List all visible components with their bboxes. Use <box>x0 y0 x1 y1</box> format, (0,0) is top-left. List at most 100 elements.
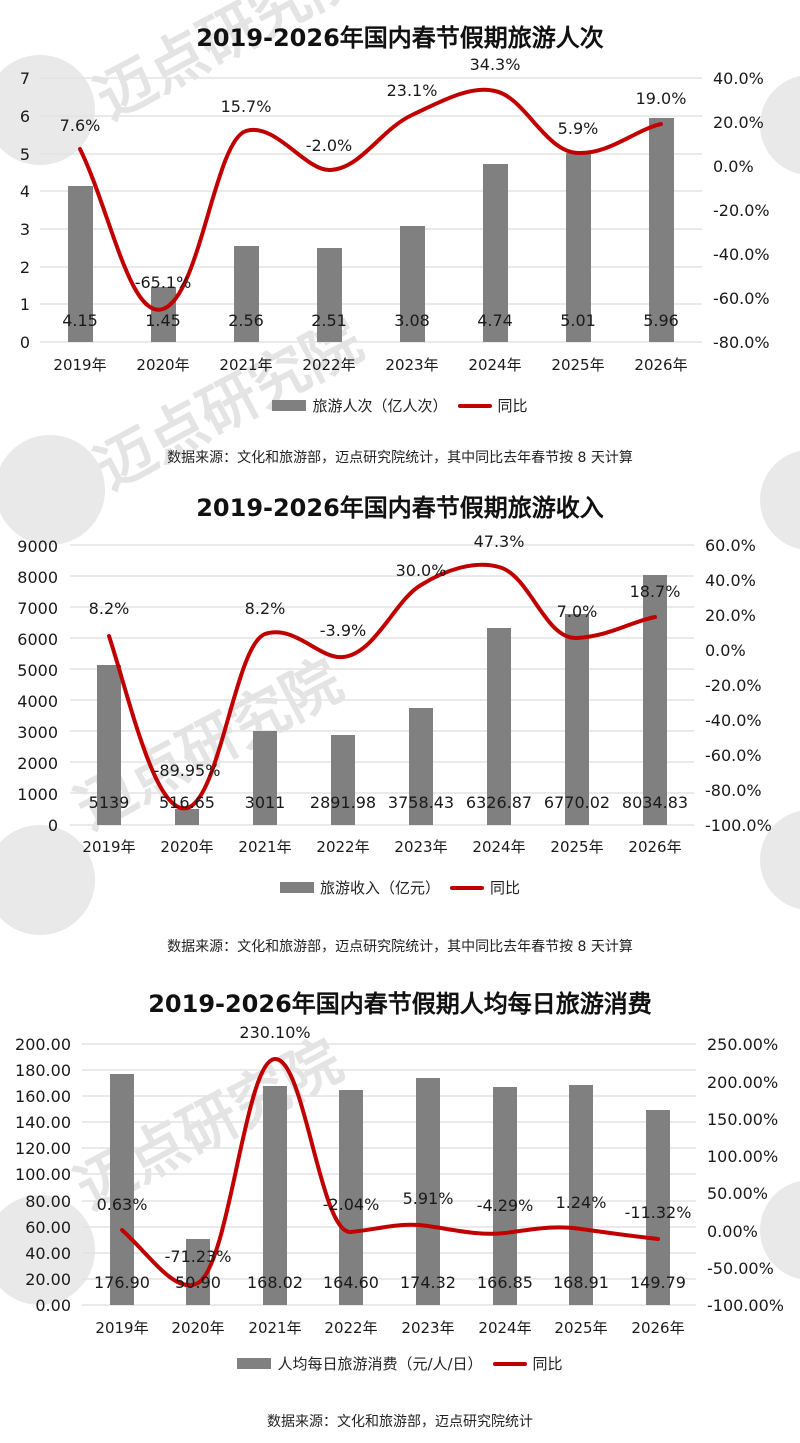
svg-text:80.00: 80.00 <box>25 1192 71 1211</box>
svg-text:60.0%: 60.0% <box>705 536 756 555</box>
legend-line-label: 同比 <box>532 1355 563 1373</box>
svg-text:140.00: 140.00 <box>15 1113 71 1132</box>
svg-text:-3.9%: -3.9% <box>320 621 366 640</box>
svg-text:5.91%: 5.91% <box>403 1189 454 1208</box>
svg-text:149.79: 149.79 <box>630 1273 686 1292</box>
svg-text:2020年: 2020年 <box>160 838 213 856</box>
svg-text:50.90: 50.90 <box>175 1273 221 1292</box>
line-value-labels: 7.6% -65.1% 15.7% -2.0% 23.1% 34.3% 5.9%… <box>60 55 687 292</box>
svg-text:1.24%: 1.24% <box>556 1193 607 1212</box>
bar-series <box>68 118 674 342</box>
legend-bar-swatch-icon <box>237 1358 272 1369</box>
svg-text:0.00: 0.00 <box>35 1296 71 1315</box>
legend-bar-label: 旅游收入（亿元） <box>319 879 440 897</box>
svg-text:30.0%: 30.0% <box>396 561 447 580</box>
svg-text:250.00%: 250.00% <box>707 1035 778 1054</box>
right-axis: -100.00% -50.00% 0.00% 50.00% 100.00% 15… <box>707 1035 784 1315</box>
yoy-line <box>107 562 657 811</box>
svg-text:2019年: 2019年 <box>95 1319 148 1337</box>
bar-2023 <box>416 1078 440 1305</box>
gridlines <box>82 1043 696 1306</box>
svg-text:0.0%: 0.0% <box>705 641 746 660</box>
legend-line-label: 同比 <box>497 397 528 415</box>
legend-bar-label: 人均每日旅游消费（元/人/日） <box>277 1355 483 1373</box>
svg-text:150.00%: 150.00% <box>707 1110 778 1129</box>
svg-text:5.9%: 5.9% <box>558 119 599 138</box>
svg-text:-89.95%: -89.95% <box>154 761 221 780</box>
svg-text:40.0%: 40.0% <box>705 571 756 590</box>
svg-text:164.60: 164.60 <box>323 1273 379 1292</box>
chart-legend: 人均每日旅游消费（元/人/日） 同比 <box>0 1353 800 1374</box>
svg-text:7000: 7000 <box>17 599 58 618</box>
svg-text:5.01: 5.01 <box>560 311 596 330</box>
svg-text:6326.87: 6326.87 <box>466 793 532 812</box>
bar-2026 <box>649 118 674 342</box>
svg-text:4: 4 <box>20 182 30 201</box>
svg-text:0.63%: 0.63% <box>97 1195 148 1214</box>
data-source-note: 数据来源：文化和旅游部，迈点研究院统计 <box>267 1414 533 1430</box>
legend-bar-label: 旅游人次（亿人次） <box>312 397 448 415</box>
svg-text:2023年: 2023年 <box>401 1319 454 1337</box>
gridlines <box>70 544 694 826</box>
svg-text:-100.0%: -100.0% <box>705 816 772 835</box>
svg-text:2020年: 2020年 <box>171 1319 224 1337</box>
svg-text:4.15: 4.15 <box>62 311 98 330</box>
data-source-note: 数据来源：文化和旅游部，迈点研究院统计，其中同比去年春节按 8 天计算 <box>167 939 633 955</box>
svg-text:100.00%: 100.00% <box>707 1147 778 1166</box>
svg-text:4.74: 4.74 <box>477 311 513 330</box>
svg-text:2891.98: 2891.98 <box>310 793 376 812</box>
svg-text:-2.04%: -2.04% <box>323 1195 380 1214</box>
svg-text:2021年: 2021年 <box>219 356 272 374</box>
yoy-line <box>120 1056 660 1288</box>
svg-text:200.00%: 200.00% <box>707 1073 778 1092</box>
bar-2024 <box>487 628 511 825</box>
svg-text:200.00: 200.00 <box>15 1035 71 1054</box>
svg-text:120.00: 120.00 <box>15 1139 71 1158</box>
bar-2023 <box>409 708 433 825</box>
svg-text:-40.0%: -40.0% <box>713 245 770 264</box>
svg-text:-20.0%: -20.0% <box>713 201 770 220</box>
svg-text:20.0%: 20.0% <box>713 113 764 132</box>
x-axis: 2019年 2020年 2021年 2022年 2023年 2024年 2025… <box>95 1319 684 1337</box>
svg-text:2019年: 2019年 <box>82 838 135 856</box>
svg-text:-71.23%: -71.23% <box>165 1247 232 1266</box>
svg-text:3.08: 3.08 <box>394 311 430 330</box>
svg-text:-20.0%: -20.0% <box>705 676 762 695</box>
bar-2024 <box>483 164 508 342</box>
svg-text:5139: 5139 <box>89 793 130 812</box>
svg-text:34.3%: 34.3% <box>470 55 521 74</box>
legend-bar-swatch-icon <box>272 400 307 411</box>
right-axis: -100.0% -80.0% -60.0% -40.0% -20.0% 0.0%… <box>705 536 772 835</box>
svg-text:4000: 4000 <box>17 692 58 711</box>
svg-text:20.00: 20.00 <box>25 1270 71 1289</box>
svg-text:176.90: 176.90 <box>94 1273 150 1292</box>
svg-text:516.65: 516.65 <box>159 793 215 812</box>
svg-text:160.00: 160.00 <box>15 1087 71 1106</box>
svg-text:2024年: 2024年 <box>472 838 525 856</box>
svg-text:166.85: 166.85 <box>477 1273 533 1292</box>
svg-text:15.7%: 15.7% <box>221 97 272 116</box>
svg-text:2024年: 2024年 <box>468 356 521 374</box>
svg-text:6770.02: 6770.02 <box>544 793 610 812</box>
svg-text:19.0%: 19.0% <box>636 89 687 108</box>
legend-line-swatch-icon <box>492 1361 527 1366</box>
svg-text:-11.32%: -11.32% <box>625 1203 692 1222</box>
svg-text:-4.29%: -4.29% <box>477 1196 534 1215</box>
svg-text:1.45: 1.45 <box>145 311 181 330</box>
svg-text:2: 2 <box>20 258 30 277</box>
svg-text:2025年: 2025年 <box>550 838 603 856</box>
data-source-note: 数据来源：文化和旅游部，迈点研究院统计，其中同比去年春节按 8 天计算 <box>167 450 633 466</box>
right-axis: -80.0% -60.0% -40.0% -20.0% 0.0% 20.0% 4… <box>713 69 770 352</box>
bar-value-labels: 4.15 1.45 2.56 2.51 3.08 4.74 5.01 5.96 <box>62 311 679 330</box>
svg-text:2000: 2000 <box>17 754 58 773</box>
svg-text:2022年: 2022年 <box>316 838 369 856</box>
legend-bar-swatch-icon <box>279 882 314 893</box>
svg-text:3000: 3000 <box>17 723 58 742</box>
bar-2021 <box>253 731 277 825</box>
svg-text:1: 1 <box>20 295 30 314</box>
svg-text:5.96: 5.96 <box>643 311 679 330</box>
bar-2022 <box>331 735 355 825</box>
svg-text:8.2%: 8.2% <box>245 599 286 618</box>
chart-title: 2019-2026年国内春节假期人均每日旅游消费 <box>148 990 652 1018</box>
